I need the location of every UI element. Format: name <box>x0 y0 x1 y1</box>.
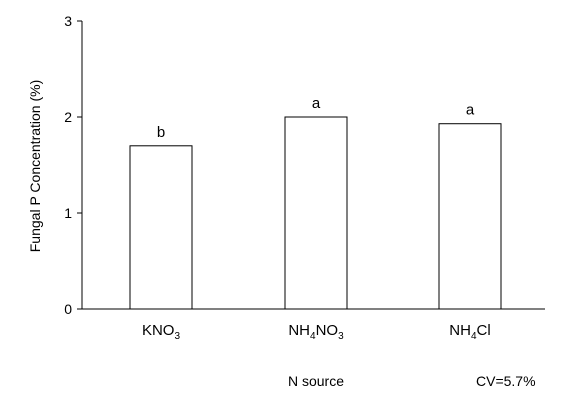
bar-labels: b a a <box>157 95 475 141</box>
bar-2 <box>284 116 348 310</box>
y-tick-label: 1 <box>64 205 72 221</box>
bar-1 <box>129 145 193 310</box>
y-axis-label: Fungal P Concentration (%) <box>27 80 43 253</box>
bar-significance-label: b <box>157 124 165 141</box>
x-tick-label: KNO3 <box>142 322 181 342</box>
cv-annotation: CV=5.7% <box>476 373 536 389</box>
y-tick-label: 2 <box>64 109 72 125</box>
x-axis-label: N source <box>288 373 344 389</box>
category-labels: KNO3 NH4NO3 NH4Cl <box>142 322 491 342</box>
bar-significance-label: a <box>312 95 321 112</box>
bar-significance-label: a <box>466 102 475 119</box>
x-tick-label: NH4NO3 <box>288 322 344 342</box>
bars <box>129 116 502 310</box>
bar-3 <box>438 123 502 310</box>
y-tick-label: 3 <box>64 13 72 29</box>
x-tick-label: NH4Cl <box>449 322 490 342</box>
y-axis: 0 1 2 3 <box>64 13 83 317</box>
y-tick-label: 0 <box>64 301 72 317</box>
